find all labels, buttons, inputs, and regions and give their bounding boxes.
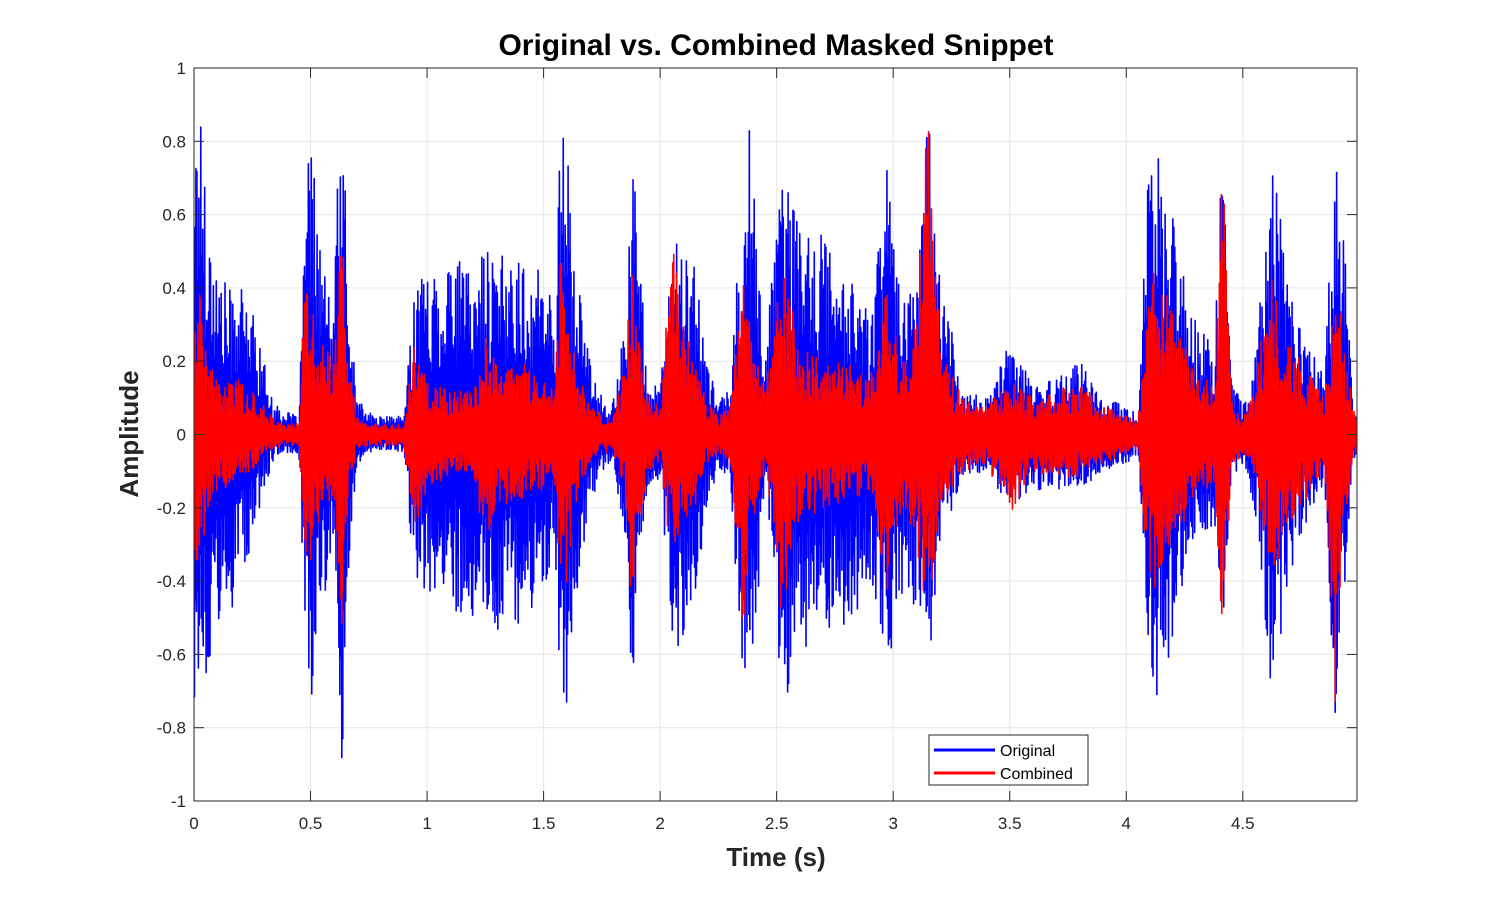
y-tick-label: -0.6	[157, 645, 186, 664]
y-tick-label: 1	[177, 59, 186, 78]
x-axis-label: Time (s)	[726, 842, 825, 872]
series-layer	[194, 126, 1357, 759]
legend-box	[928, 734, 1089, 786]
x-tick-label: 1	[422, 814, 431, 833]
x-tick-label: 2.5	[765, 814, 789, 833]
y-axis-ticks: 1 0.8 0.6 0.4 0.2 0 -0.2 -0.4 -0.6 -0.8 -1	[157, 59, 1357, 811]
x-tick-label: 4	[1122, 814, 1131, 833]
y-tick-label: -0.4	[157, 572, 186, 591]
y-tick-label: -1	[171, 792, 186, 811]
y-tick-label: 0	[177, 426, 186, 445]
legend-label-original: Original	[1000, 743, 1055, 760]
legend-label-combined: Combined	[1000, 766, 1073, 783]
x-tick-label: 0	[189, 814, 198, 833]
x-tick-label: 0.5	[299, 814, 323, 833]
x-axis-ticks: 0 0.5 1 1.5 2 2.5 3 3.5 4 4.5	[189, 68, 1255, 833]
x-tick-label: 3	[888, 814, 897, 833]
series-line-combined	[194, 131, 1357, 702]
x-tick-label: 4.5	[1231, 814, 1255, 833]
y-tick-label: 0.2	[162, 352, 186, 371]
legend: Original Combined	[928, 734, 1089, 786]
x-tick-label: 2	[655, 814, 664, 833]
y-axis-label: Amplitude	[114, 370, 144, 497]
y-tick-label: 0.8	[162, 132, 186, 151]
y-tick-label: 0.4	[162, 279, 186, 298]
y-tick-label: -0.2	[157, 499, 186, 518]
x-tick-label: 1.5	[532, 814, 556, 833]
x-tick-label: 3.5	[998, 814, 1022, 833]
y-tick-label: -0.8	[157, 719, 186, 738]
chart-title: Original vs. Combined Masked Snippet	[498, 29, 1053, 62]
y-tick-label: 0.6	[162, 206, 186, 225]
